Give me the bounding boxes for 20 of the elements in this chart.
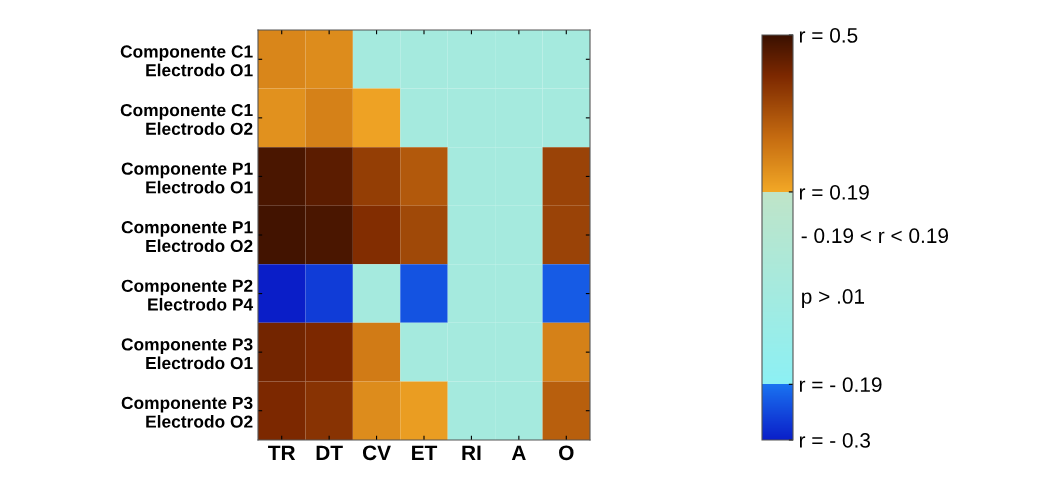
x-tick-label: DT [316,445,343,460]
y-tick-label: Componente P3 Electrodo O2 [121,396,253,428]
color-bar-label: r = 0.5 [799,28,858,43]
y-tick-label: Componente P1 Electrodo O2 [121,221,253,253]
text: - 0.19 < r < 0.19 [801,228,949,244]
color-bar-label: r = - 0.3 [799,433,871,448]
x-tick-label: CV [362,445,391,461]
y-tick-label: Componente P2 Electrodo P4 [121,279,254,311]
y-tick-label: Componente C1 Electrodo O1 [120,45,253,77]
x-tick-label: O [559,445,574,461]
x-tick-label: RI [462,445,481,460]
y-tick-label: Componente P1 Electrodo O1 [121,162,253,194]
x-tick-label: A [511,445,526,460]
x-tick-label: TR [268,445,296,460]
color-bar-label: r = 0.19 [799,184,869,200]
y-tick-label: Componente P3 Electrodo O1 [121,338,253,370]
y-tick-label: Componente C1 Electrodo O2 [120,103,253,135]
text: p > .01 [802,289,865,308]
color-bar-label: r = - 0.19 [799,377,882,393]
x-tick-label: ET [412,445,438,460]
